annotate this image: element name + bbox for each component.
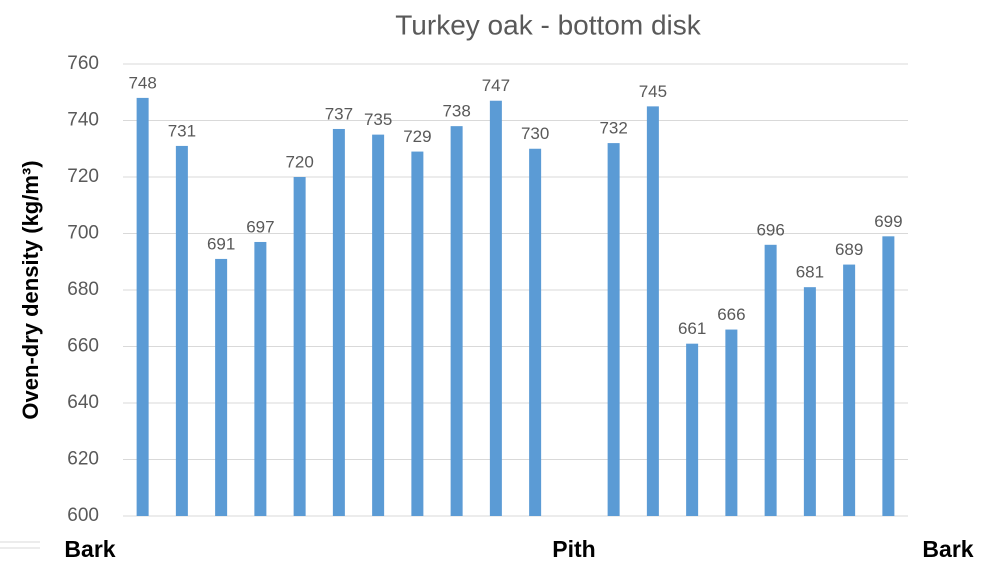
data-label: 697: [246, 217, 274, 236]
bar: [803, 287, 816, 516]
bar: [175, 145, 188, 517]
annotation: Bark: [922, 536, 973, 562]
data-label: 730: [521, 124, 549, 143]
bar: [607, 143, 620, 516]
bar: [764, 244, 777, 517]
data-label: 699: [874, 212, 902, 231]
data-label: 731: [168, 121, 196, 140]
bar: [136, 97, 149, 517]
bar: [725, 329, 738, 516]
data-label: 748: [128, 73, 156, 92]
bar: [450, 126, 463, 517]
data-label: 689: [835, 240, 863, 259]
data-label: 732: [599, 119, 627, 138]
bar: [215, 258, 228, 516]
y-tick-label: 680: [67, 279, 99, 300]
y-tick-label: 760: [67, 53, 99, 74]
data-label: 661: [678, 319, 706, 338]
bar: [411, 151, 424, 516]
y-tick-label: 600: [67, 505, 99, 526]
y-tick-label: 720: [67, 166, 99, 187]
chart-title: Turkey oak - bottom disk: [395, 9, 702, 40]
bar: [293, 177, 306, 516]
bar: [843, 264, 856, 516]
data-label: 737: [325, 104, 353, 123]
y-tick-label: 740: [67, 110, 99, 131]
bar: [489, 100, 502, 516]
data-label: 735: [364, 110, 392, 129]
y-axis-label: Oven-dry density (kg/m³): [18, 160, 43, 419]
y-tick-label: 700: [67, 223, 99, 244]
bar: [686, 343, 699, 516]
data-label: 729: [403, 127, 431, 146]
data-label: 738: [442, 102, 470, 121]
bar: [646, 106, 659, 516]
data-label: 691: [207, 234, 235, 253]
y-tick-label: 660: [67, 336, 99, 357]
data-label: 696: [756, 220, 784, 239]
bar: [882, 236, 895, 516]
bar: [529, 148, 542, 516]
bar: [332, 128, 345, 516]
data-label: 666: [717, 305, 745, 324]
data-label: 747: [482, 76, 510, 95]
data-label: 720: [285, 152, 313, 171]
data-label: 681: [796, 263, 824, 282]
annotation: Bark: [64, 536, 115, 562]
bar: [372, 134, 385, 516]
y-tick-label: 620: [67, 449, 99, 470]
y-tick-label: 640: [67, 392, 99, 413]
bar: [254, 241, 267, 516]
data-label: 745: [639, 82, 667, 101]
annotation: Pith: [552, 536, 595, 562]
